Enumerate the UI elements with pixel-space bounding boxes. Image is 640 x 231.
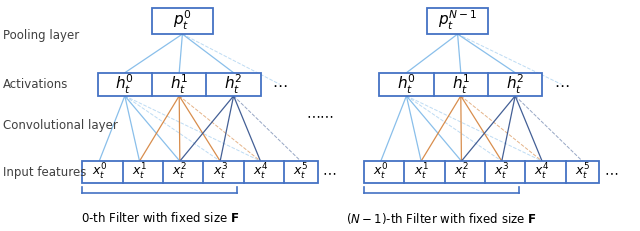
Text: $h_t^0$: $h_t^0$ [397,73,416,96]
Text: $x_t^5$: $x_t^5$ [575,162,590,182]
FancyBboxPatch shape [364,161,599,183]
Text: $x_t^4$: $x_t^4$ [253,162,268,182]
Text: $p_t^{N-1}$: $p_t^{N-1}$ [438,9,477,32]
Text: $x_t^3$: $x_t^3$ [494,162,509,182]
Text: Input features: Input features [3,166,86,179]
Text: $x_t^1$: $x_t^1$ [413,162,429,182]
Text: $x_t^0$: $x_t^0$ [373,162,388,182]
Text: $\cdots$: $\cdots$ [604,165,618,179]
Text: $\cdots$: $\cdots$ [322,165,337,179]
Text: $x_t^4$: $x_t^4$ [534,162,550,182]
Text: 0-th Filter with fixed size $\mathbf{F}$: 0-th Filter with fixed size $\mathbf{F}$ [81,211,239,225]
Text: Pooling layer: Pooling layer [3,29,79,42]
Text: Convolutional layer: Convolutional layer [3,119,118,132]
FancyBboxPatch shape [152,7,212,34]
Text: $\cdots$: $\cdots$ [554,77,569,92]
Text: $x_t^2$: $x_t^2$ [454,162,469,182]
Text: $\cdots\cdots$: $\cdots\cdots$ [306,109,334,122]
Text: $h_t^0$: $h_t^0$ [115,73,134,96]
Text: $x_t^3$: $x_t^3$ [212,162,228,182]
Text: Activations: Activations [3,78,68,91]
Text: $(N-1)$-th Filter with fixed size $\mathbf{F}$: $(N-1)$-th Filter with fixed size $\math… [346,211,536,226]
Text: $x_t^0$: $x_t^0$ [92,162,107,182]
FancyBboxPatch shape [380,73,543,96]
FancyBboxPatch shape [428,7,488,34]
Text: $h_t^2$: $h_t^2$ [225,73,243,96]
Text: $h_t^1$: $h_t^1$ [170,73,188,96]
Text: $h_t^2$: $h_t^2$ [506,73,524,96]
Text: $x_t^5$: $x_t^5$ [293,162,308,182]
Text: $\cdots$: $\cdots$ [272,77,287,92]
Text: $p_t^0$: $p_t^0$ [173,9,192,32]
FancyBboxPatch shape [97,73,261,96]
FancyBboxPatch shape [83,161,317,183]
Text: $h_t^1$: $h_t^1$ [452,73,470,96]
Text: $x_t^2$: $x_t^2$ [172,162,188,182]
Text: $x_t^1$: $x_t^1$ [132,162,147,182]
